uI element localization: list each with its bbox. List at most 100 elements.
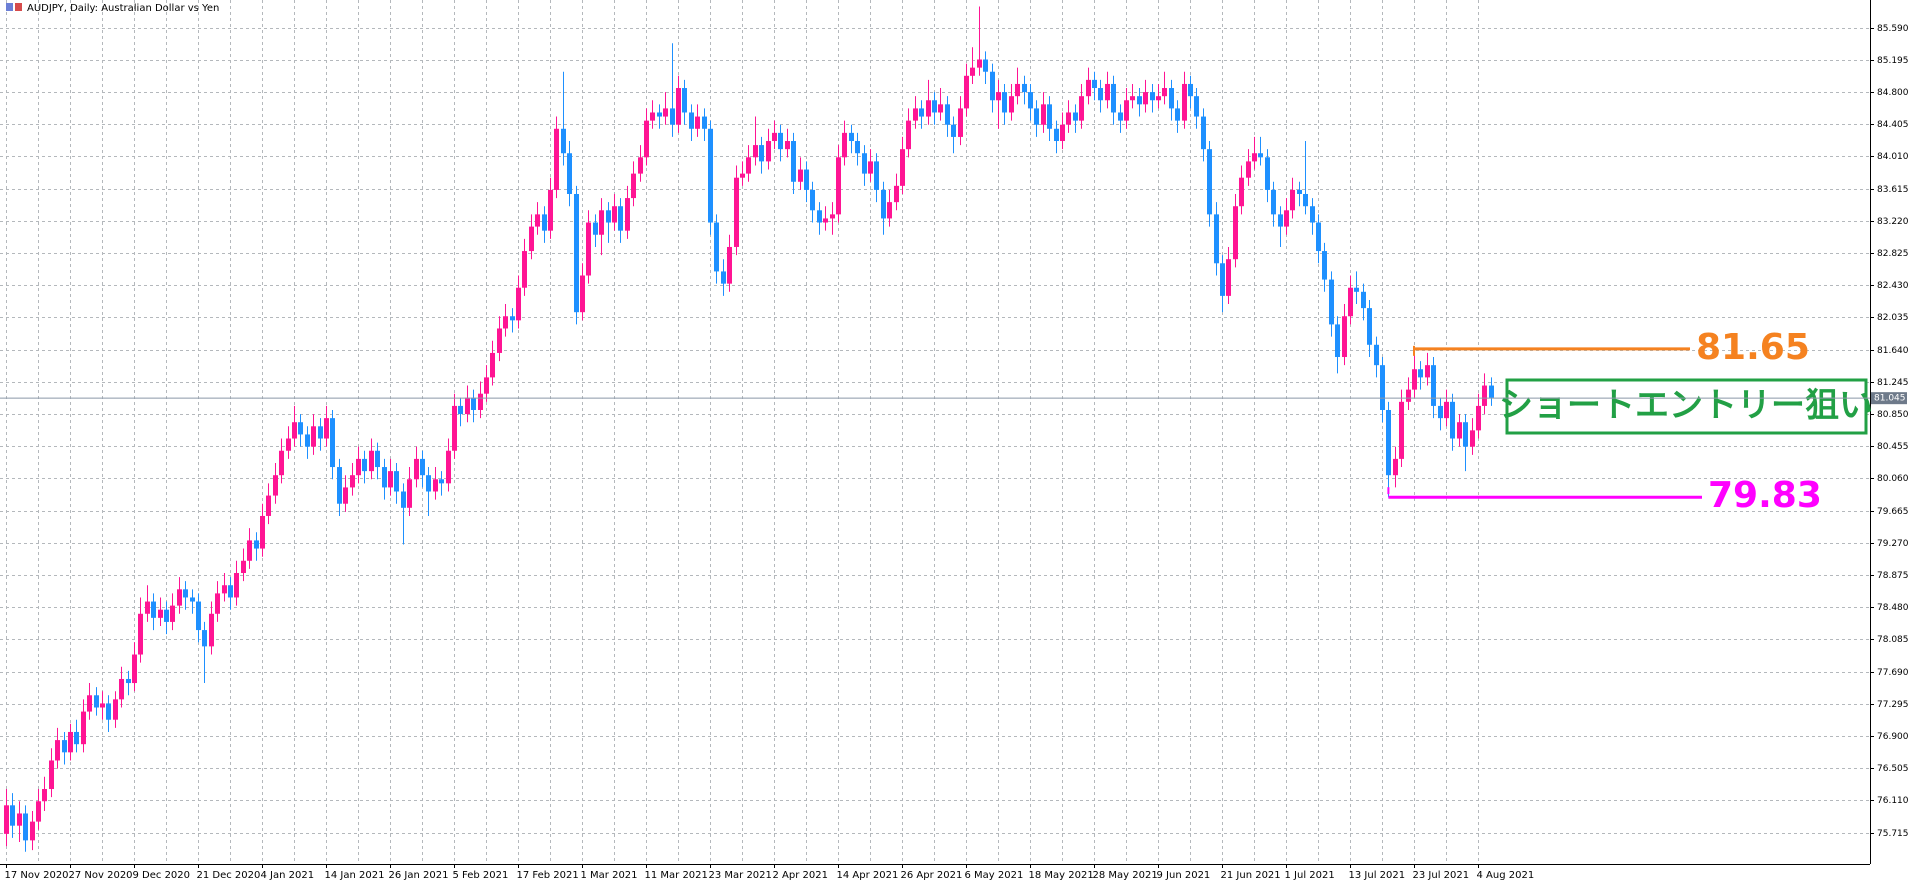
candle-body	[452, 405, 457, 451]
x-tick-label: 26 Jan 2021	[389, 870, 449, 881]
annotation-box	[1505, 378, 1868, 435]
candle-body	[1412, 369, 1417, 390]
candle-body	[1092, 79, 1097, 89]
candle-body	[350, 475, 355, 488]
y-tick-label: 78.875	[1877, 571, 1909, 581]
candle-body	[810, 189, 815, 211]
candle-body	[215, 593, 220, 614]
candle-body	[260, 515, 265, 549]
candle-body	[1175, 108, 1180, 121]
candle-body	[1118, 112, 1123, 121]
candle-body	[529, 226, 534, 252]
candle-body	[586, 222, 591, 276]
candle-body	[1431, 365, 1436, 406]
candle-body	[228, 585, 233, 598]
candle-body	[535, 214, 540, 227]
candle-body	[522, 251, 527, 288]
candle-body	[1438, 405, 1443, 419]
candle-body	[1348, 287, 1353, 317]
candle-body	[394, 471, 399, 492]
candle-body	[1367, 308, 1372, 345]
candle-body	[497, 328, 502, 353]
candle-body	[1335, 324, 1340, 358]
candle-body	[938, 104, 943, 113]
candle-body	[1374, 344, 1379, 366]
candle-body	[30, 821, 35, 841]
candle-body	[900, 149, 905, 186]
x-tick-label: 18 May 2021	[1029, 870, 1094, 881]
candle-body	[458, 405, 463, 415]
candle-body	[426, 475, 431, 492]
candle-body	[62, 740, 67, 753]
x-tick-label: 4 Aug 2021	[1477, 870, 1535, 881]
candle-body	[94, 695, 99, 708]
candle-body	[1201, 116, 1206, 150]
level-label: 81.65	[1696, 327, 1810, 368]
candle-body	[887, 202, 892, 219]
candle-body	[1041, 104, 1046, 125]
candle-body	[830, 214, 835, 219]
candle-body	[1169, 88, 1174, 109]
x-tick-label: 1 Mar 2021	[581, 870, 638, 881]
candle-body	[1130, 96, 1135, 101]
candle-body	[407, 479, 412, 508]
annotation-text: ショートエントリー狙い	[1499, 386, 1873, 426]
candle-body	[881, 189, 886, 219]
candle-body	[158, 609, 163, 618]
candle-body	[740, 173, 745, 178]
candle-body	[932, 100, 937, 113]
candle-body	[1028, 92, 1033, 109]
y-tick-label: 80.060	[1877, 474, 1909, 484]
candle-body	[177, 589, 182, 606]
candle-body	[356, 458, 361, 476]
candle-body	[990, 71, 995, 101]
candle-body	[670, 108, 675, 125]
x-tick-label: 21 Dec 2020	[197, 870, 261, 881]
candle-body	[964, 75, 969, 109]
x-tick-label: 23 Jul 2021	[1413, 870, 1470, 881]
candle-body	[919, 108, 924, 117]
chart-title: AUDJPY, Daily: Australian Dollar vs Yen	[27, 3, 219, 14]
candle-body	[714, 222, 719, 272]
y-tick-label: 78.480	[1877, 603, 1909, 613]
candle-body	[196, 601, 201, 631]
y-tick-label: 84.800	[1877, 88, 1909, 98]
candle-body	[106, 703, 111, 720]
candle-body	[1079, 96, 1084, 121]
level-label: 79.83	[1708, 475, 1822, 516]
x-tick-label: 9 Jun 2021	[1157, 870, 1211, 881]
candle-body	[1450, 401, 1455, 439]
candle-body	[1105, 83, 1110, 101]
candle-body	[798, 169, 803, 182]
candle-body	[465, 397, 470, 415]
candle-body	[170, 605, 175, 622]
y-tick-label: 85.590	[1877, 24, 1909, 34]
candle-body	[132, 654, 137, 684]
candle-body	[183, 589, 188, 598]
y-tick-label: 80.455	[1877, 442, 1909, 452]
candle-body	[977, 59, 982, 68]
candle-body	[23, 813, 28, 841]
candle-body	[343, 487, 348, 504]
candle-body	[868, 161, 873, 174]
candle-body	[695, 116, 700, 129]
candle-body	[439, 479, 444, 484]
y-tick-label: 76.110	[1877, 796, 1909, 806]
y-tick-label: 75.715	[1877, 829, 1909, 839]
candle-body	[1098, 88, 1103, 101]
candle-body	[593, 222, 598, 235]
candle-body	[676, 88, 681, 125]
candle-body	[1271, 189, 1276, 215]
candle-body	[318, 426, 323, 439]
candle-body	[567, 153, 572, 194]
candle-body	[126, 678, 131, 684]
candle-body	[1425, 365, 1430, 378]
candle-body	[1354, 287, 1359, 292]
y-tick-label: 82.430	[1877, 281, 1909, 291]
candle-body	[138, 613, 143, 655]
candle-body	[1047, 104, 1052, 129]
candle-body	[906, 120, 911, 150]
candle-body	[778, 132, 783, 150]
candle-body	[87, 695, 92, 712]
candle-body	[631, 173, 636, 199]
